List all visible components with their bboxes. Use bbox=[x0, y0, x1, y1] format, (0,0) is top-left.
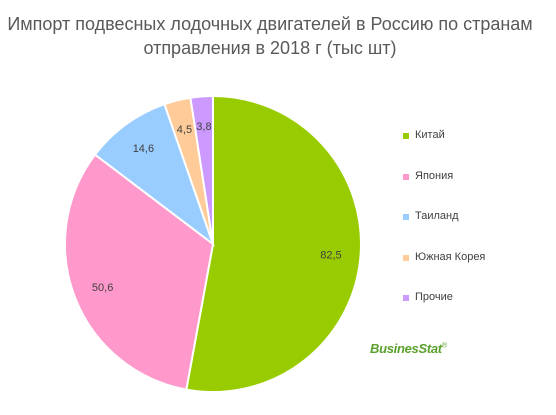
legend-item-3: Таиланд bbox=[403, 209, 485, 250]
logo-text: BusinesStat bbox=[370, 341, 442, 356]
legend-item-2: Япония bbox=[403, 169, 485, 210]
legend-swatch bbox=[403, 295, 409, 301]
legend-label: Южная Корея bbox=[415, 250, 486, 263]
slice-value-label-4: 4,5 bbox=[177, 124, 192, 136]
pie-slice-1 bbox=[185, 94, 362, 393]
slice-value-label-3: 14,6 bbox=[133, 143, 154, 155]
pie-slice-5 bbox=[189, 94, 214, 245]
chart-title-line-1: Импорт подвесных лодочных двигателей в Р… bbox=[7, 14, 533, 34]
legend-label: Япония bbox=[415, 169, 454, 182]
legend-item-1: Китай bbox=[403, 128, 485, 169]
chart-title-line-2: отправления в 2018 г (тыс шт) bbox=[143, 38, 397, 58]
legend-swatch bbox=[403, 214, 409, 220]
legend-item-5: Прочие bbox=[403, 290, 485, 331]
legend-label: Китай bbox=[415, 129, 445, 141]
pie-slice-3 bbox=[93, 102, 216, 247]
legend: Китай Япония Таиланд Южная Корея Прочие bbox=[403, 128, 485, 331]
slice-value-label-1: 82,5 bbox=[320, 250, 341, 262]
legend-item-4: Южная Корея bbox=[403, 250, 485, 291]
chart-title: Импорт подвесных лодочных двигателей в Р… bbox=[0, 12, 540, 60]
legend-label: Прочие bbox=[415, 291, 453, 303]
legend-swatch bbox=[403, 133, 409, 139]
slice-value-label-5: 3,8 bbox=[196, 121, 211, 133]
businesstat-logo: BusinesStat® bbox=[370, 341, 447, 356]
legend-swatch bbox=[403, 254, 409, 261]
slice-value-label-2: 50,6 bbox=[92, 282, 113, 294]
logo-registered-mark: ® bbox=[441, 342, 447, 350]
legend-swatch bbox=[403, 173, 409, 180]
pie-slice-2 bbox=[64, 153, 215, 391]
legend-label: Таиланд bbox=[415, 210, 459, 222]
